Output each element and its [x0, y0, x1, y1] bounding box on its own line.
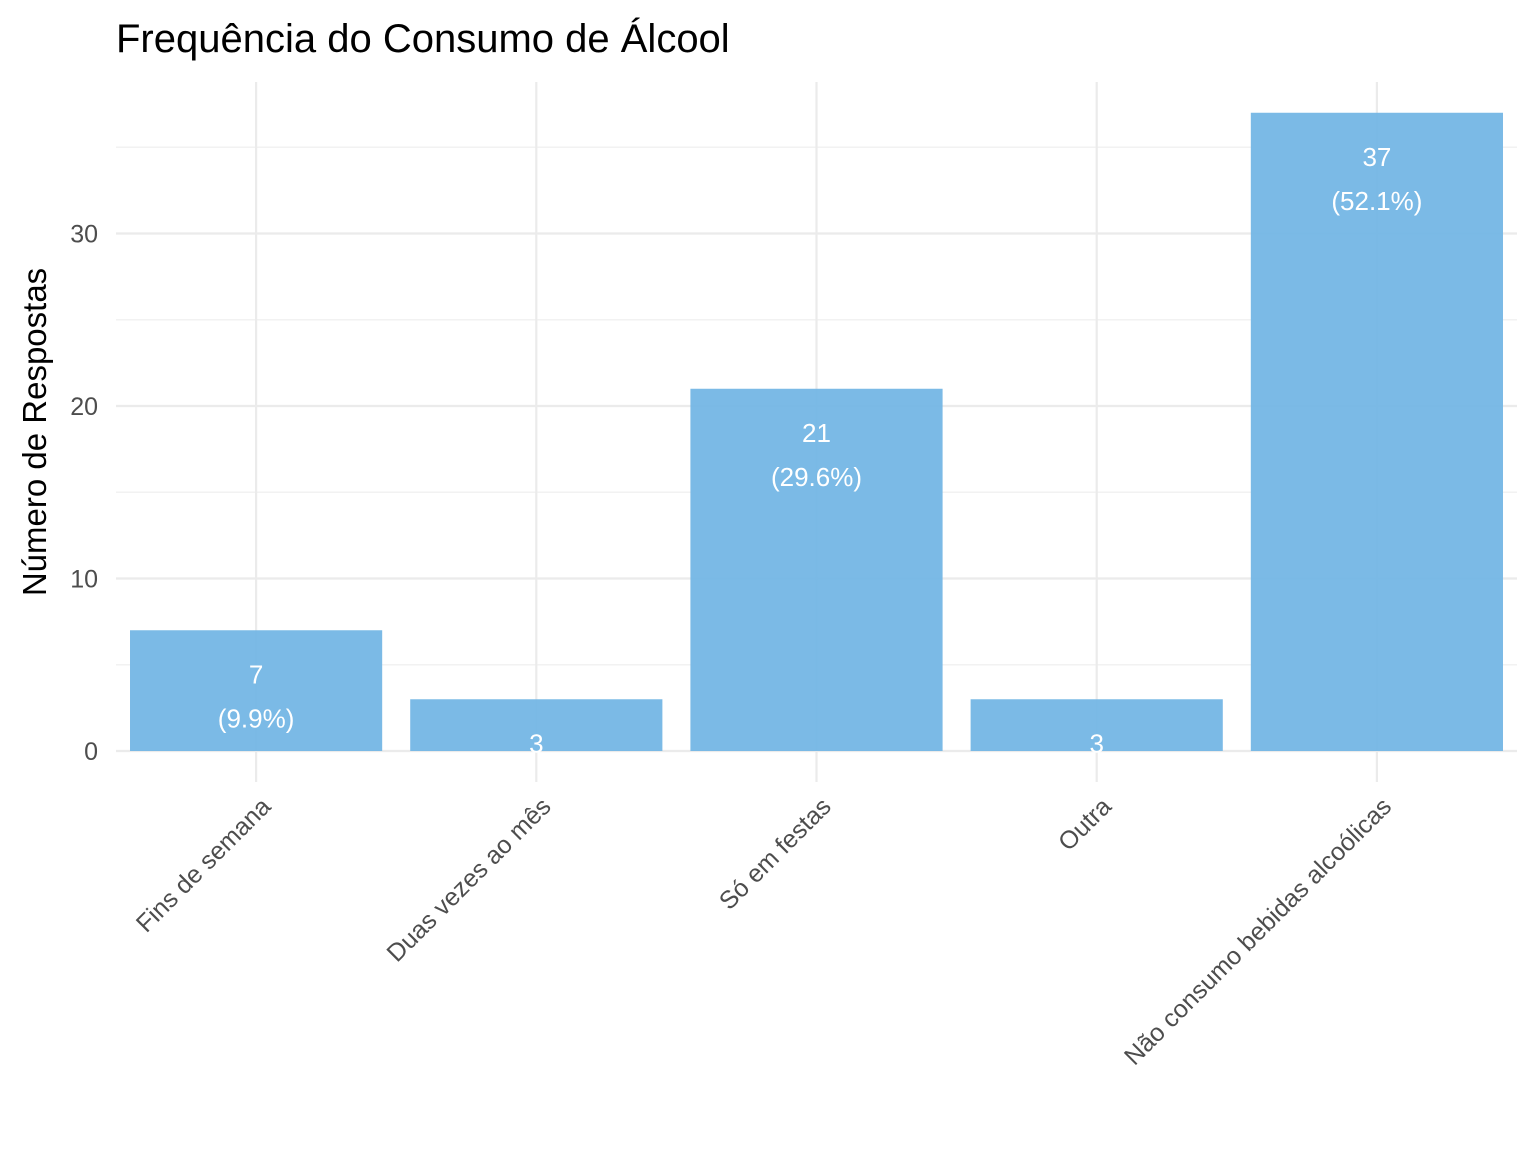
bar: [970, 699, 1223, 751]
bar: [690, 388, 943, 751]
y-axis-ticks: 0 10 20 30: [70, 221, 98, 767]
bar-value-label: 3: [1089, 728, 1103, 758]
bar-percent-label: (52.1%): [1331, 186, 1422, 216]
bar-value-label: 7: [249, 659, 263, 689]
bar: [130, 630, 383, 751]
bars: [130, 112, 1503, 751]
chart-title: Frequência do Consumo de Álcool: [116, 16, 730, 61]
x-tick-label: Outra: [1053, 792, 1117, 856]
y-axis-label: Número de Respostas: [16, 268, 53, 596]
bar-value-label: 37: [1362, 142, 1391, 172]
y-tick-label: 0: [84, 738, 98, 766]
x-tick-label: Não consumo bebidas alcoólicas: [1119, 792, 1397, 1070]
y-tick-label: 20: [70, 393, 98, 421]
y-tick-label: 30: [70, 221, 98, 249]
x-axis-ticks: Fins de semana Duas vezes ao mês Só em fes…: [131, 792, 1397, 1070]
bar-value-label: 21: [802, 418, 831, 448]
bar-percent-label: (9.9%): [218, 703, 295, 733]
bar-labels: 7 (9.9%) 3 21 (29.6%) 3 37 (52.1%): [218, 142, 1423, 759]
x-tick-label: Duas vezes ao mês: [382, 792, 557, 967]
bar: [1250, 112, 1503, 751]
bar: [410, 699, 663, 751]
bar-percent-label: (29.6%): [771, 462, 862, 492]
x-tick-label: Fins de semana: [131, 792, 277, 938]
bar-value-label: 3: [529, 728, 543, 758]
y-tick-label: 10: [70, 566, 98, 594]
x-tick-label: Só em festas: [714, 792, 837, 915]
